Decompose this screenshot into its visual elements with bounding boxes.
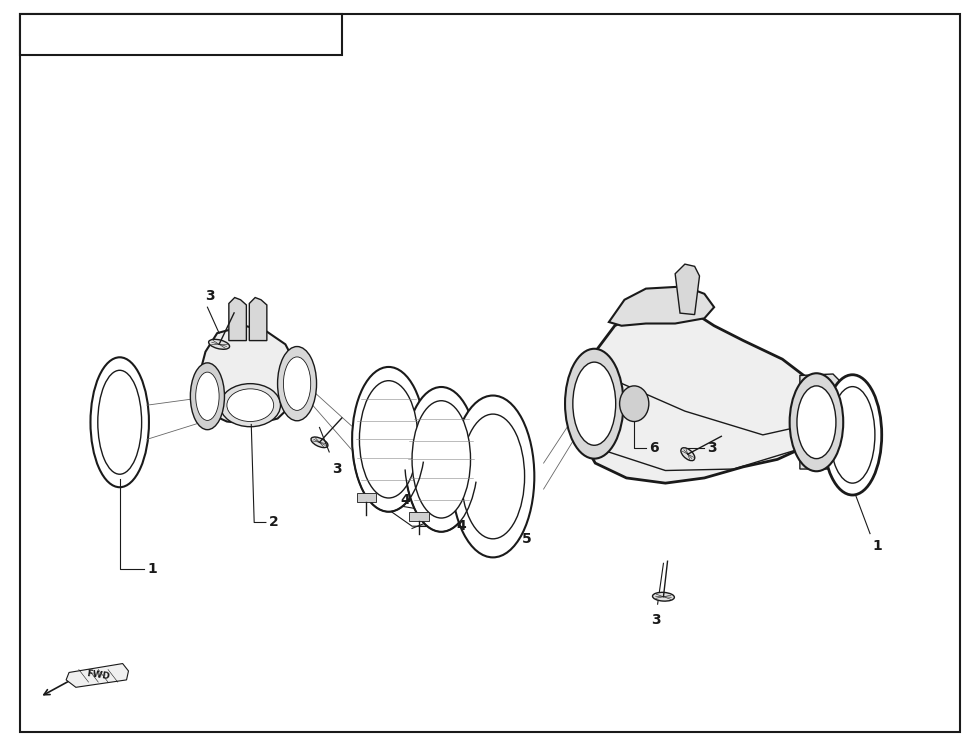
Polygon shape xyxy=(800,374,839,469)
Ellipse shape xyxy=(311,437,328,447)
Ellipse shape xyxy=(277,346,317,421)
Text: 3: 3 xyxy=(206,289,215,303)
Ellipse shape xyxy=(196,373,220,420)
Polygon shape xyxy=(229,298,246,340)
Polygon shape xyxy=(409,512,428,521)
Polygon shape xyxy=(357,493,376,502)
Ellipse shape xyxy=(790,373,843,471)
Text: 3: 3 xyxy=(332,462,342,476)
Ellipse shape xyxy=(405,387,478,532)
Polygon shape xyxy=(198,325,300,424)
Polygon shape xyxy=(582,307,826,483)
Polygon shape xyxy=(675,264,700,315)
Ellipse shape xyxy=(823,375,882,495)
Text: 3: 3 xyxy=(651,613,661,627)
Ellipse shape xyxy=(190,363,224,429)
Text: 4: 4 xyxy=(456,519,466,533)
Text: 1: 1 xyxy=(147,562,157,575)
Ellipse shape xyxy=(462,414,524,539)
Polygon shape xyxy=(249,298,267,340)
Ellipse shape xyxy=(98,370,142,474)
Ellipse shape xyxy=(573,362,615,445)
Ellipse shape xyxy=(360,381,417,498)
Text: 进气管组/INTAKE MANIFOLD ASSY: 进气管组/INTAKE MANIFOLD ASSY xyxy=(27,25,321,43)
Ellipse shape xyxy=(227,389,273,422)
Ellipse shape xyxy=(352,367,425,512)
Ellipse shape xyxy=(565,349,623,459)
Ellipse shape xyxy=(830,387,875,483)
Bar xyxy=(21,14,342,55)
Ellipse shape xyxy=(681,448,695,461)
Ellipse shape xyxy=(412,401,470,518)
Ellipse shape xyxy=(797,386,836,459)
Ellipse shape xyxy=(452,396,534,557)
Ellipse shape xyxy=(283,357,311,411)
Polygon shape xyxy=(66,663,128,687)
Polygon shape xyxy=(609,286,714,325)
Ellipse shape xyxy=(209,340,229,349)
Text: FWD: FWD xyxy=(86,669,111,681)
Ellipse shape xyxy=(220,384,280,426)
Text: 2: 2 xyxy=(269,515,278,530)
Text: 4: 4 xyxy=(401,493,410,507)
Text: 5: 5 xyxy=(522,532,532,546)
Text: 6: 6 xyxy=(649,441,659,456)
Ellipse shape xyxy=(653,592,674,601)
Ellipse shape xyxy=(619,386,649,422)
Ellipse shape xyxy=(90,358,149,487)
Text: 1: 1 xyxy=(872,539,882,553)
Text: 3: 3 xyxy=(708,441,717,456)
